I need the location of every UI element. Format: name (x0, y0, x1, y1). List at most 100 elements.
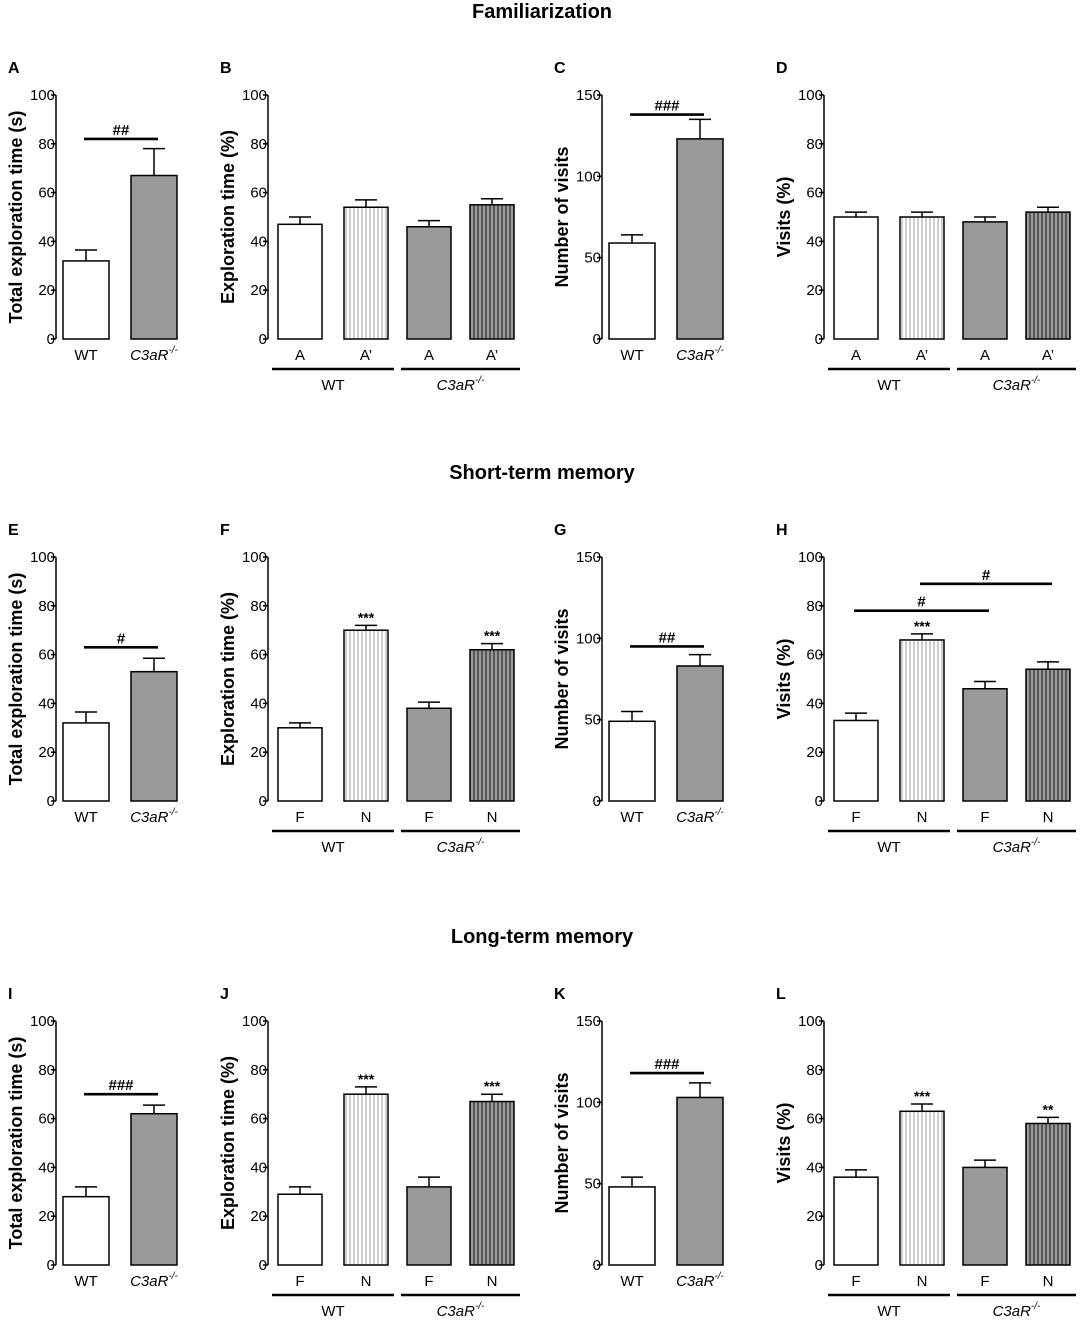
bar (62, 722, 110, 802)
bar (608, 720, 656, 802)
significance-stars: *** (484, 628, 501, 644)
y-tick-label: 40 (806, 233, 823, 250)
y-tick-label: 80 (806, 136, 823, 153)
y-tick-label: 0 (593, 793, 601, 810)
bar (62, 1195, 110, 1266)
y-tick-label: 80 (250, 136, 267, 153)
group-label: WT (321, 377, 344, 394)
x-category-label: C3aR-/- (130, 1271, 178, 1290)
bar (899, 639, 945, 802)
panel-label: H (776, 522, 788, 539)
y-axis-label: Visits (%) (774, 639, 794, 720)
x-category-label: A (980, 347, 990, 364)
superscript: -/- (475, 375, 485, 386)
y-axis-label: Number of visits (552, 1072, 572, 1213)
y-tick-label: 0 (259, 1257, 267, 1274)
superscript: -/- (714, 1271, 724, 1282)
significance-stars: *** (358, 609, 375, 625)
y-tick-label: 0 (259, 331, 267, 348)
y-tick-label: 50 (584, 250, 601, 267)
x-category-label: N (1043, 809, 1054, 826)
group-label: WT (877, 839, 900, 856)
x-category-label: F (424, 1273, 433, 1290)
x-category-label: A’ (916, 347, 928, 364)
significance-hash: ## (113, 122, 130, 139)
y-tick-label: 0 (259, 793, 267, 810)
y-tick-label: 80 (250, 1062, 267, 1079)
bar (130, 670, 178, 802)
chart-panel-H: H Visits (%) 0 20 40 60 80 100 F *** N F N WT C3aR-/- #… (774, 522, 1076, 856)
x-category-label: F (424, 809, 433, 826)
significance-stars: *** (358, 1071, 375, 1087)
panel-label: G (554, 522, 566, 539)
group-label: WT (321, 839, 344, 856)
significance-hash: # (117, 630, 126, 647)
y-tick-label: 20 (250, 744, 267, 761)
bar (962, 221, 1008, 340)
y-tick-label: 20 (806, 744, 823, 761)
y-tick-label: 80 (38, 1062, 55, 1079)
y-tick-label: 0 (815, 793, 823, 810)
x-category-label: N (487, 809, 498, 826)
y-tick-label: 60 (38, 1111, 55, 1128)
y-tick-label: 100 (576, 168, 601, 185)
y-tick-label: 100 (242, 549, 267, 566)
y-tick-label: 100 (798, 87, 823, 104)
x-category-label: A (851, 347, 861, 364)
x-category-label: WT (620, 1273, 643, 1290)
y-tick-label: 0 (593, 1257, 601, 1274)
section-title-familiarization: Familiarization (471, 1, 613, 23)
y-tick-label: 20 (250, 1208, 267, 1225)
superscript: -/- (1031, 837, 1041, 848)
y-tick-label: 0 (47, 1257, 55, 1274)
panel-label: J (220, 986, 229, 1003)
bar (469, 648, 515, 802)
y-tick-label: 60 (806, 185, 823, 202)
y-tick-label: 40 (38, 233, 55, 250)
bar (1025, 1122, 1071, 1266)
x-category-label: A (424, 347, 434, 364)
y-tick-label: 20 (250, 282, 267, 299)
x-category-label: A’ (1042, 347, 1054, 364)
y-tick-label: 40 (250, 695, 267, 712)
chart-panel-D: D Visits (%) 0 20 40 60 80 100 A A’ A A’ WT C3aR-/- (774, 60, 1076, 394)
y-tick-label: 60 (250, 647, 267, 664)
x-category-label: N (917, 809, 928, 826)
y-tick-label: 150 (576, 549, 601, 566)
superscript: -/- (1031, 1301, 1041, 1312)
chart-panel-G: G Number of visits 0 50 100 150 WT C3aR-/- ## (552, 522, 725, 826)
significance-hash: ### (654, 1056, 680, 1073)
y-tick-label: 60 (806, 647, 823, 664)
significance-stars: ** (1043, 1101, 1054, 1117)
bar (676, 1096, 724, 1266)
panel-label: B (220, 60, 232, 77)
group-label: C3aR-/- (437, 1301, 485, 1320)
x-category-label: N (917, 1273, 928, 1290)
y-tick-label: 0 (47, 331, 55, 348)
x-category-label: F (851, 1273, 860, 1290)
bar (62, 260, 110, 340)
bar (676, 665, 724, 802)
y-tick-label: 40 (806, 1159, 823, 1176)
x-category-label: F (295, 809, 304, 826)
y-tick-label: 100 (576, 630, 601, 647)
x-category-label: C3aR-/- (676, 1271, 724, 1290)
bar (833, 719, 879, 802)
y-axis-label: Total exploration time (s) (6, 1037, 26, 1250)
x-category-label: A’ (360, 347, 372, 364)
superscript: -/- (1031, 375, 1041, 386)
y-tick-label: 50 (584, 712, 601, 729)
significance-hash: # (917, 594, 926, 611)
x-category-label: F (980, 1273, 989, 1290)
bar (608, 1186, 656, 1266)
y-tick-label: 40 (250, 1159, 267, 1176)
significance-stars: *** (484, 1078, 501, 1094)
chart-panel-F: F Exploration time (%) 0 20 40 60 80 100 F *** N F *… (218, 522, 520, 856)
x-category-label: WT (74, 809, 97, 826)
chart-panel-E: E Total exploration time (s) 0 20 40 60 80 100 W… (6, 522, 179, 826)
bar (962, 688, 1008, 802)
group-label: C3aR-/- (437, 375, 485, 394)
group-label: C3aR-/- (993, 1301, 1041, 1320)
panel-label: L (776, 986, 786, 1003)
bar (130, 1112, 178, 1266)
